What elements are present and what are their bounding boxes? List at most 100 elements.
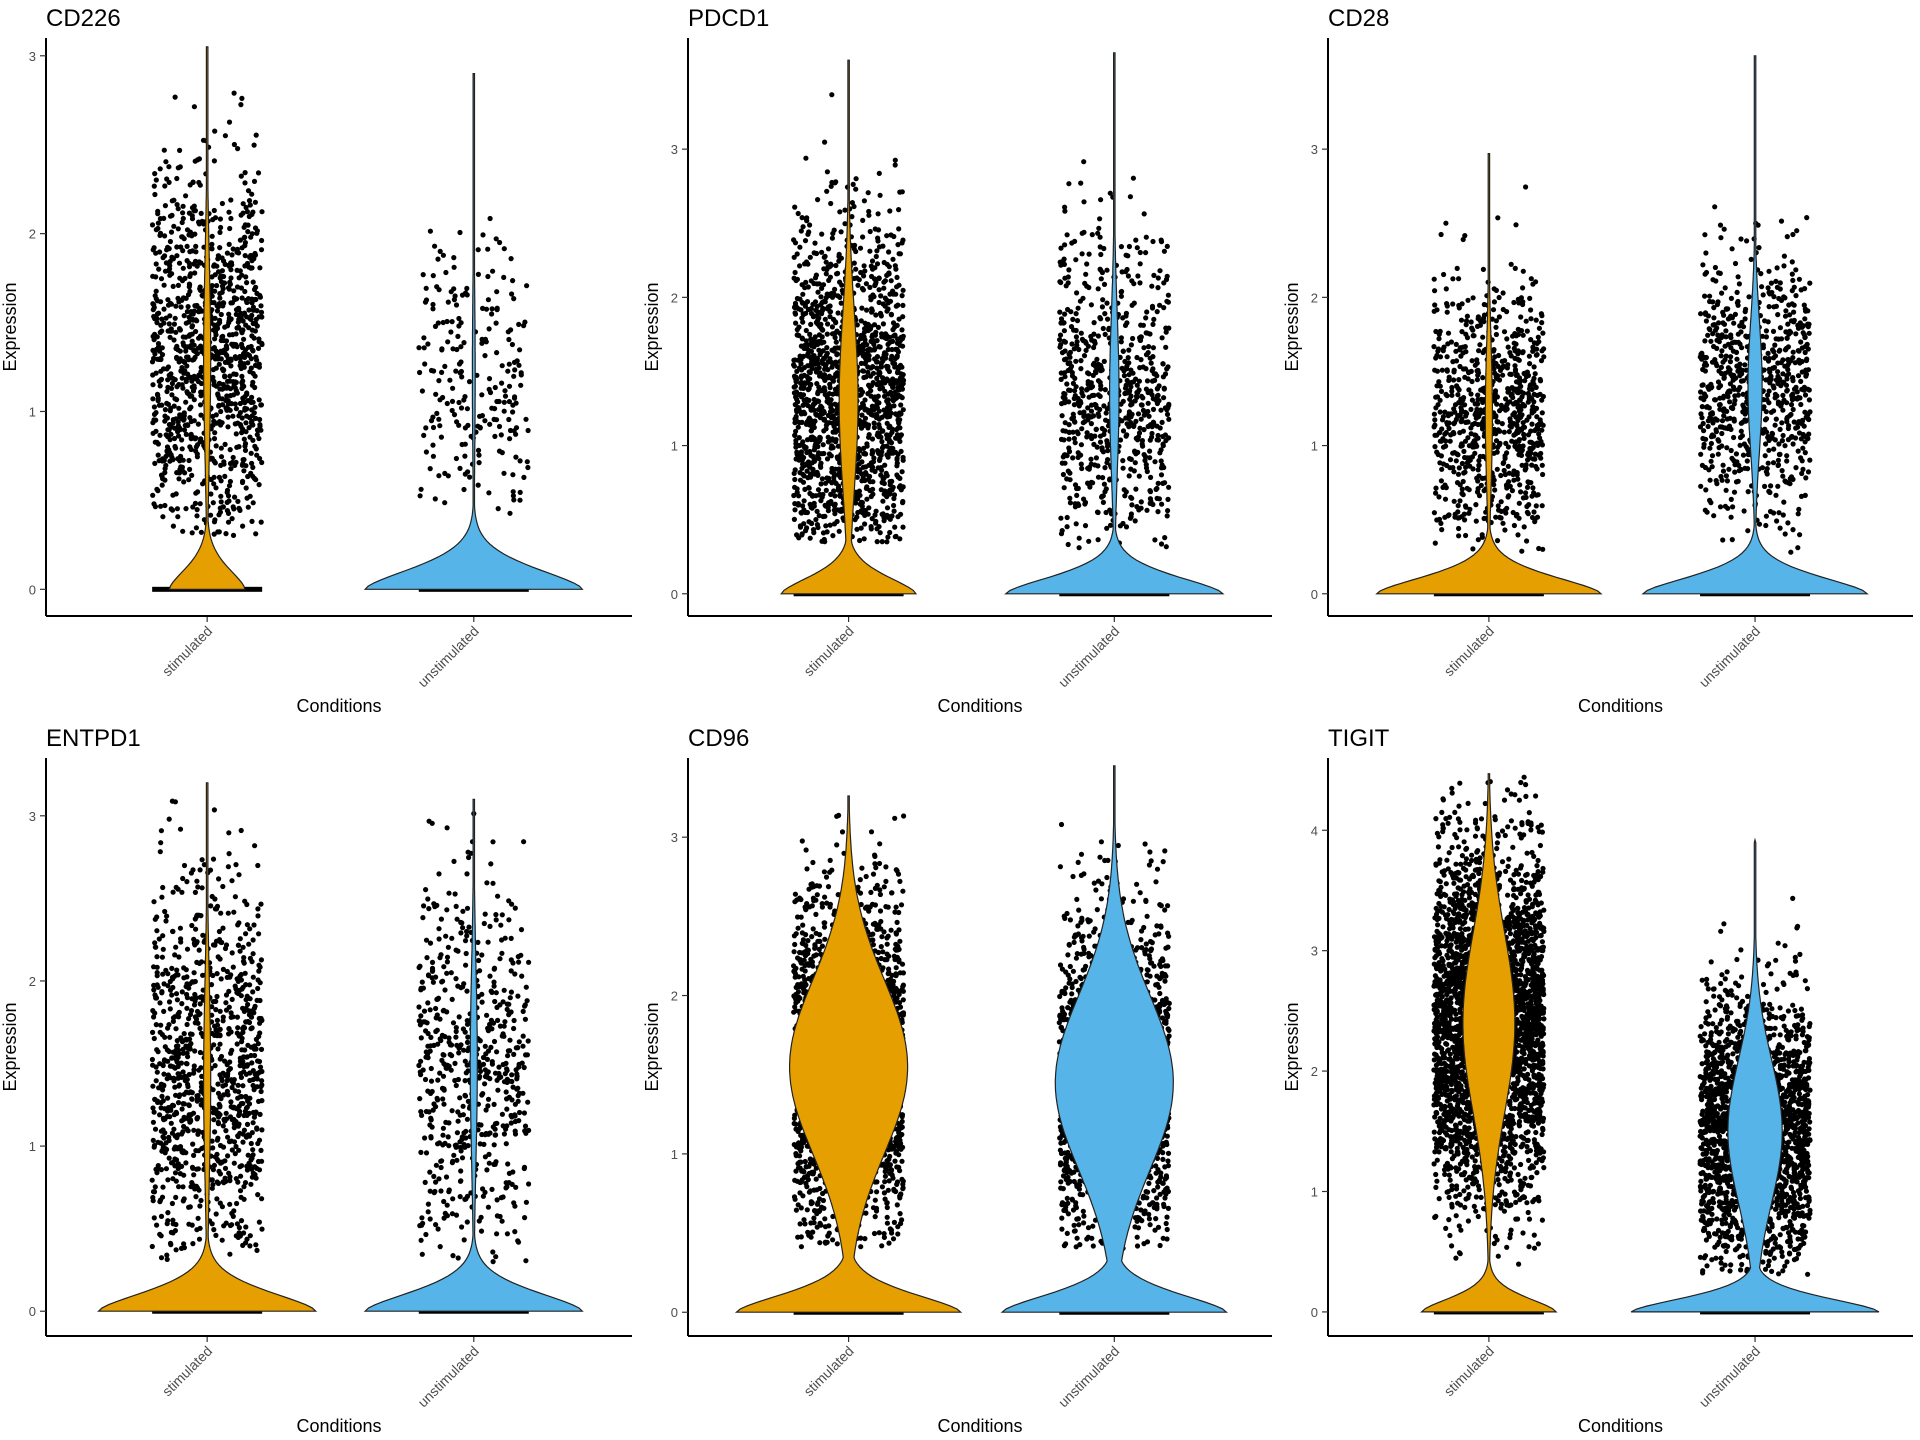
data-point <box>450 386 455 391</box>
data-point <box>815 309 820 314</box>
data-point <box>1062 257 1067 262</box>
data-point <box>436 473 441 478</box>
data-point <box>864 308 869 313</box>
data-point <box>187 415 192 420</box>
data-point <box>220 366 225 371</box>
data-point <box>442 500 447 505</box>
data-point <box>854 275 859 280</box>
data-point <box>1155 401 1160 406</box>
data-point <box>819 340 824 345</box>
data-point <box>887 208 892 213</box>
data-point <box>452 265 457 270</box>
data-point <box>187 375 192 380</box>
data-point <box>187 406 192 411</box>
data-point <box>211 367 216 372</box>
data-point <box>1145 378 1150 383</box>
data-point <box>259 314 264 319</box>
data-point <box>1127 372 1132 377</box>
data-point <box>895 387 900 392</box>
data-point <box>881 286 886 291</box>
data-point <box>1143 250 1148 255</box>
data-point <box>1131 422 1136 427</box>
data-point <box>1098 197 1103 202</box>
data-point <box>1151 396 1156 401</box>
data-point <box>156 453 161 458</box>
data-point <box>1124 524 1129 529</box>
data-point <box>885 262 890 267</box>
category-label: stimulated <box>159 623 215 679</box>
data-point <box>1089 462 1094 467</box>
data-point <box>858 502 863 507</box>
data-point <box>476 448 481 453</box>
data-point <box>859 306 864 311</box>
data-point <box>158 383 163 388</box>
data-point <box>1105 317 1110 322</box>
data-point <box>1161 395 1166 400</box>
data-point <box>163 463 168 468</box>
data-point <box>1124 311 1129 316</box>
data-point <box>839 229 844 234</box>
data-point <box>886 378 891 383</box>
data-point <box>1144 508 1149 513</box>
data-point <box>812 419 817 424</box>
data-point <box>168 335 173 340</box>
data-point <box>868 229 873 234</box>
data-point <box>889 278 894 283</box>
data-point <box>897 337 902 342</box>
data-point <box>862 263 867 268</box>
data-point <box>1081 412 1086 417</box>
data-point <box>441 320 446 325</box>
data-point <box>859 413 864 418</box>
data-point <box>182 313 187 318</box>
data-point <box>1128 467 1133 472</box>
data-point <box>1058 516 1063 521</box>
data-point <box>152 461 157 466</box>
data-point <box>1122 391 1127 396</box>
data-point <box>193 244 198 249</box>
data-point <box>221 258 226 263</box>
data-point <box>892 525 897 530</box>
data-point <box>810 437 815 442</box>
data-point <box>893 162 898 167</box>
data-point <box>816 361 821 366</box>
data-point <box>795 327 800 332</box>
data-point <box>1137 335 1142 340</box>
data-point <box>880 428 885 433</box>
data-point <box>1129 278 1134 283</box>
data-point <box>1121 349 1126 354</box>
data-point <box>228 386 233 391</box>
data-point <box>1156 433 1161 438</box>
data-point <box>875 431 880 436</box>
data-point <box>897 476 902 481</box>
data-point <box>1133 238 1138 243</box>
data-point <box>181 479 186 484</box>
data-point <box>872 283 877 288</box>
data-point <box>249 451 254 456</box>
data-point <box>794 450 799 455</box>
data-point <box>476 272 481 277</box>
data-point <box>825 321 830 326</box>
data-point <box>808 382 813 387</box>
data-point <box>1073 501 1078 506</box>
data-point <box>164 247 169 252</box>
data-point <box>876 211 881 216</box>
data-point <box>892 509 897 514</box>
data-point <box>150 493 155 498</box>
data-point <box>795 332 800 337</box>
data-point <box>815 473 820 478</box>
data-point <box>210 217 215 222</box>
data-point <box>191 318 196 323</box>
data-point <box>494 417 499 422</box>
data-point <box>825 169 830 174</box>
data-point <box>834 437 839 442</box>
data-point <box>802 411 807 416</box>
data-point <box>1166 300 1171 305</box>
data-point <box>1164 544 1169 549</box>
data-point <box>1091 345 1096 350</box>
data-point <box>228 461 233 466</box>
data-point <box>259 238 264 243</box>
data-point <box>834 340 839 345</box>
data-point <box>818 498 823 503</box>
data-point <box>476 453 481 458</box>
data-point <box>1119 294 1124 299</box>
